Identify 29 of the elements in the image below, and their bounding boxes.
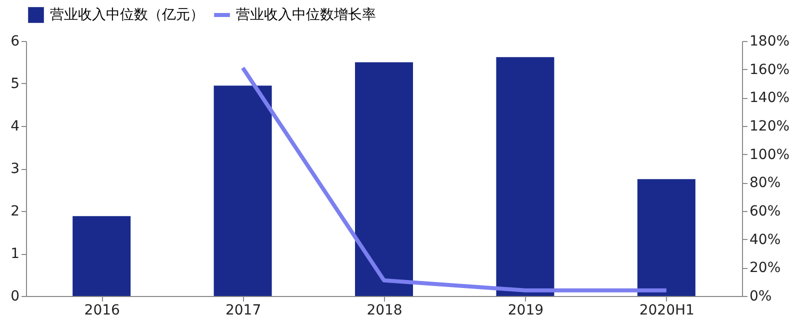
- bar: [355, 62, 413, 296]
- x-tick-label: 2016: [84, 302, 120, 318]
- y-tick-label: 0: [10, 288, 20, 304]
- y2-tick-label: 80%: [750, 175, 781, 192]
- y-tick-label: 2: [10, 204, 20, 220]
- bar: [496, 57, 554, 296]
- y2-tick-label: 160%: [750, 62, 790, 78]
- y2-tick-label: 0%: [750, 288, 772, 304]
- bar: [637, 179, 696, 296]
- x-tick-label: 2018: [366, 302, 402, 318]
- y2-tick-label: 40%: [750, 232, 781, 248]
- y2-tick-label: 20%: [750, 260, 781, 276]
- y2-tick-label: 100%: [750, 146, 790, 163]
- y2-tick-label: 120%: [750, 118, 790, 134]
- y-tick-label: 4: [10, 118, 20, 134]
- y2-tick-label: 140%: [750, 90, 790, 106]
- y2-tick-label: 180%: [750, 34, 790, 50]
- y-tick-label: 1: [10, 246, 20, 262]
- y2-tick-label: 60%: [750, 204, 781, 220]
- y-tick-label: 3: [10, 161, 20, 177]
- bar: [72, 216, 131, 296]
- y-tick-label: 5: [10, 76, 20, 92]
- x-tick-label: 2017: [225, 302, 262, 318]
- legend-label: 营业收入中位数（亿元）: [50, 7, 204, 23]
- x-tick-label: 2019: [508, 302, 544, 318]
- x-tick-label: 2020H1: [639, 302, 694, 318]
- y-tick-label: 6: [10, 34, 20, 50]
- bar: [214, 86, 272, 296]
- legend-label: 营业收入中位数增长率: [236, 7, 376, 23]
